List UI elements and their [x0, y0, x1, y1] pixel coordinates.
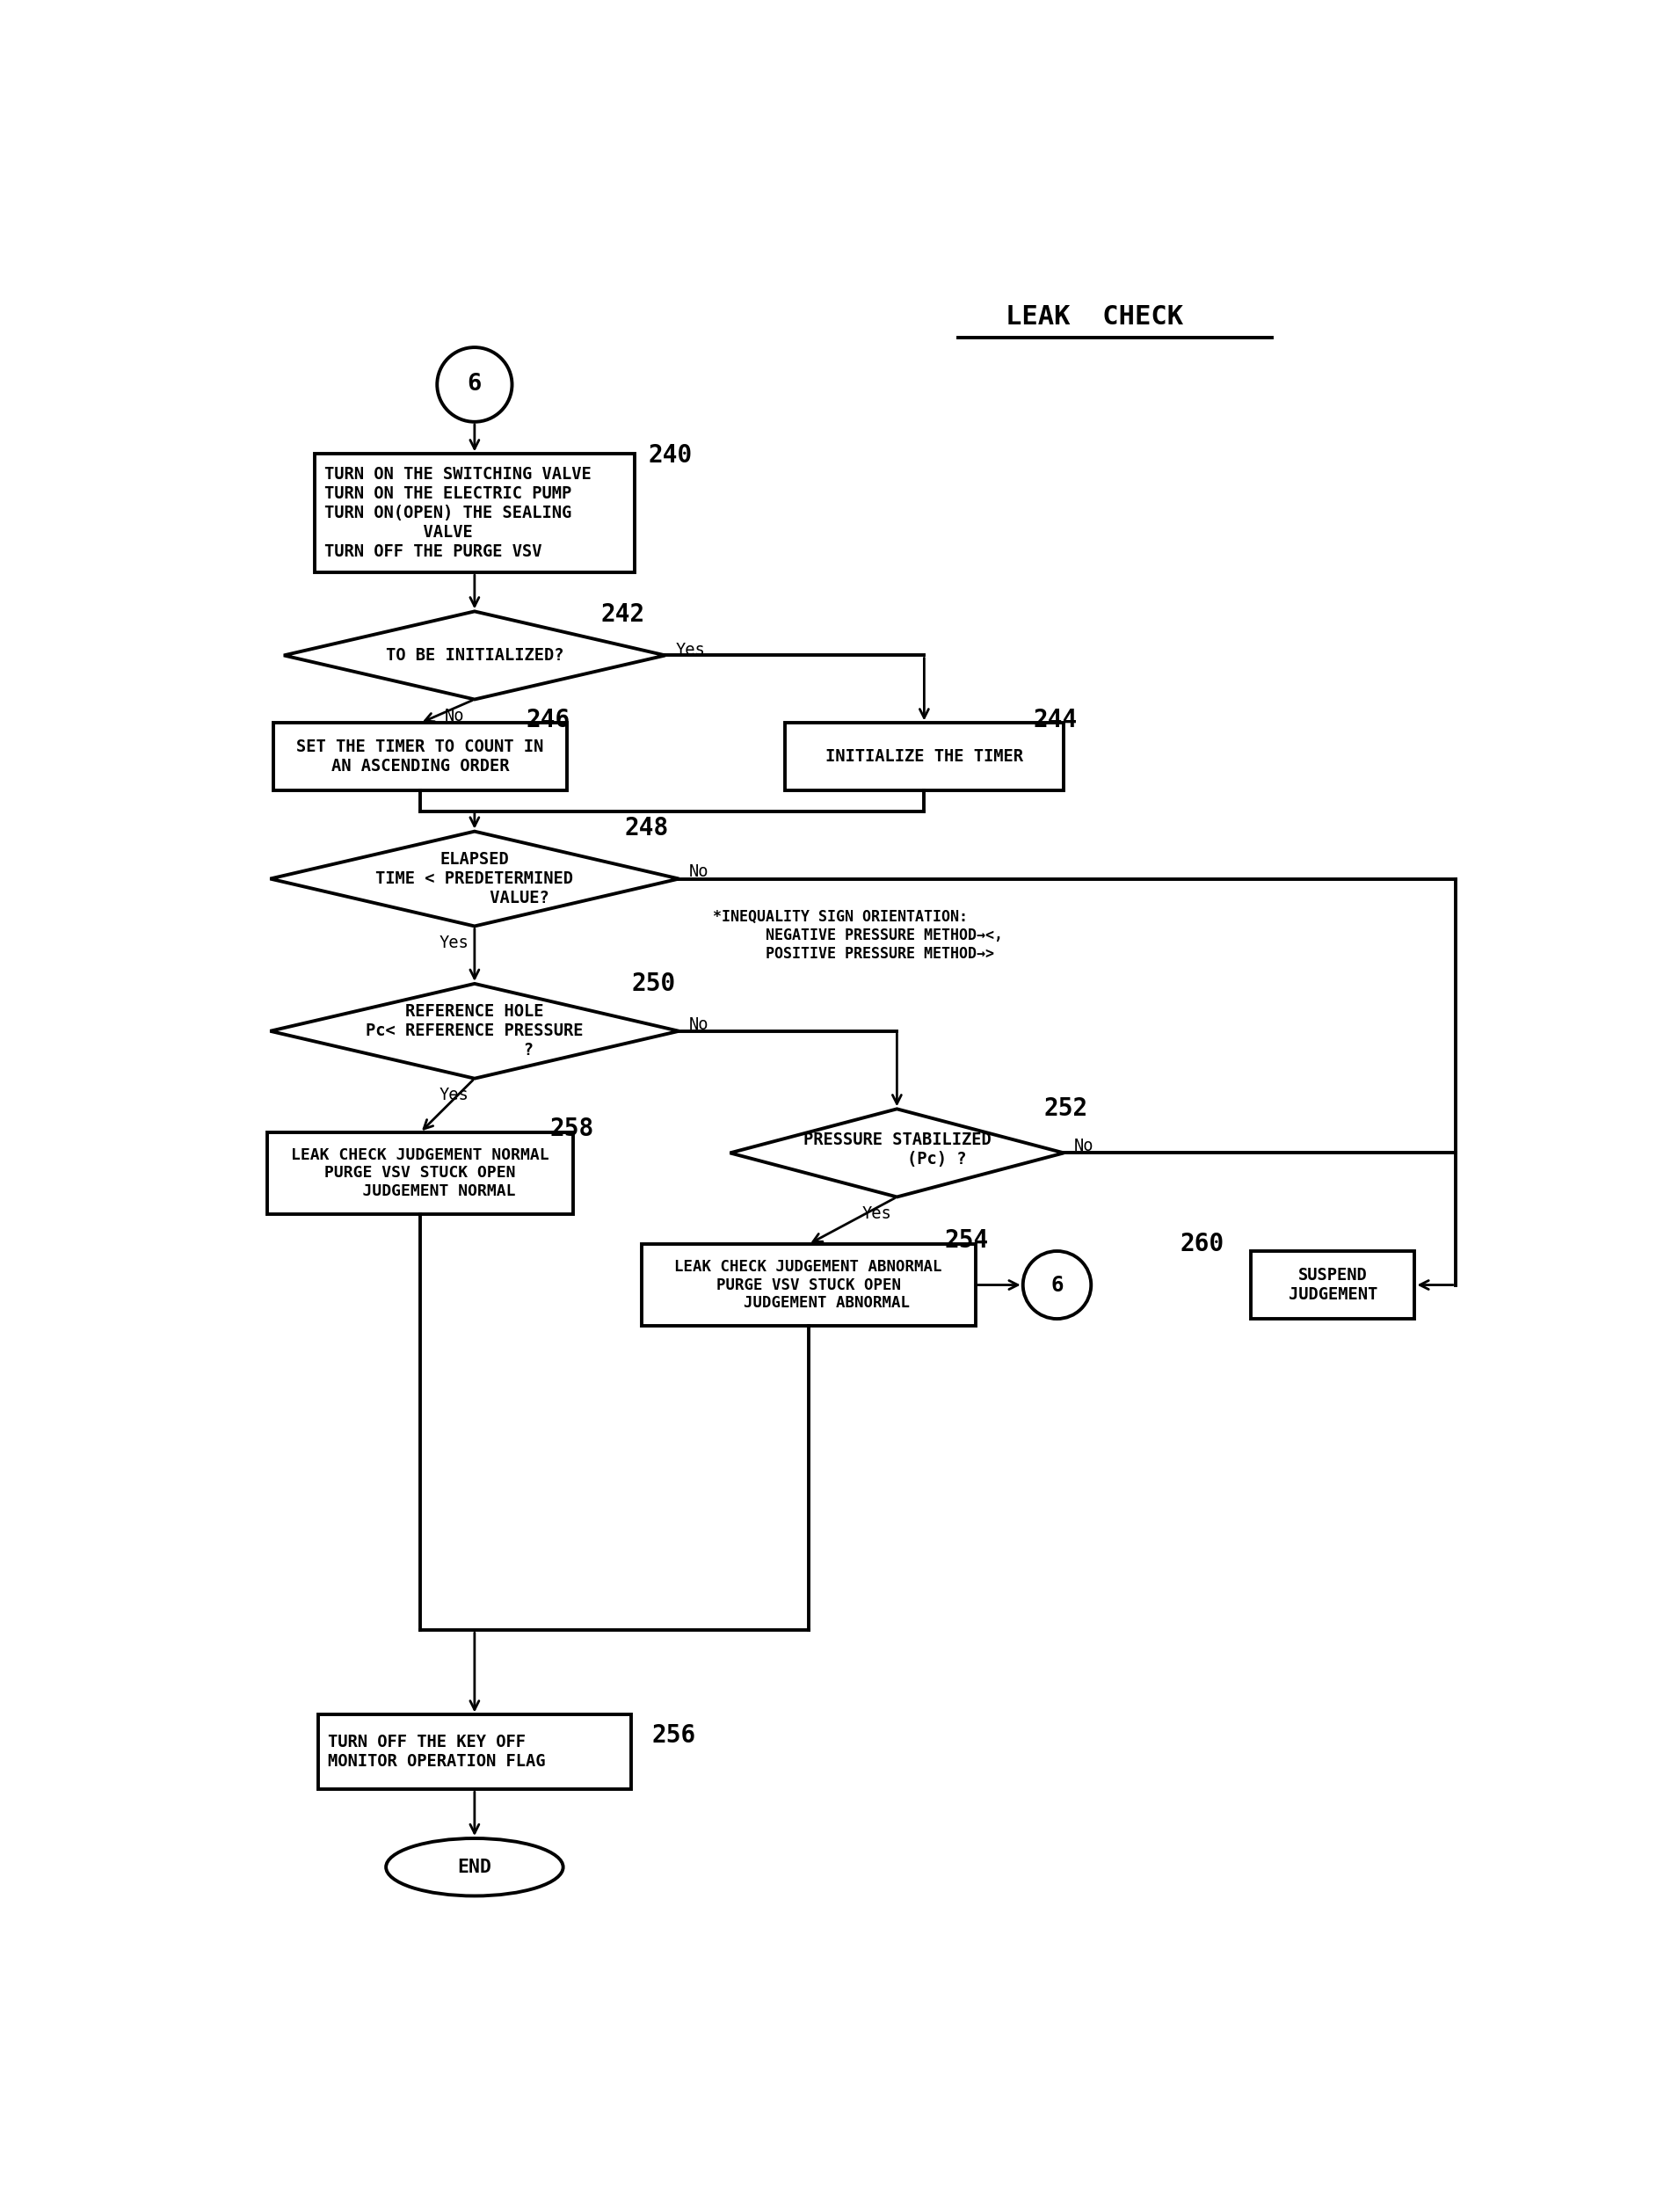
Text: PRESSURE STABILIZED
        (Pc) ?: PRESSURE STABILIZED (Pc) ? [804, 1133, 991, 1168]
Text: 260: 260 [1180, 1232, 1223, 1256]
Bar [314, 453, 635, 573]
Text: Yes: Yes [675, 641, 705, 659]
Text: INITIALIZE THE TIMER: INITIALIZE THE TIMER [825, 748, 1023, 765]
Text: Yes: Yes [862, 1206, 891, 1221]
Text: No: No [688, 863, 709, 880]
Text: 244: 244 [1033, 708, 1078, 732]
Text: 6: 6 [468, 374, 481, 396]
Text: TO BE INITIALIZED?: TO BE INITIALIZED? [386, 648, 563, 664]
Bar [784, 723, 1064, 790]
Text: 6: 6 [1051, 1274, 1063, 1296]
Text: No: No [1074, 1137, 1095, 1155]
Text: Yes: Yes [439, 1086, 470, 1104]
Text: 250: 250 [632, 971, 675, 995]
Text: 240: 240 [648, 442, 692, 469]
Text: SET THE TIMER TO COUNT IN
AN ASCENDING ORDER: SET THE TIMER TO COUNT IN AN ASCENDING O… [296, 739, 543, 774]
Text: LEAK CHECK JUDGEMENT NORMAL
PURGE VSV STUCK OPEN
    JUDGEMENT NORMAL: LEAK CHECK JUDGEMENT NORMAL PURGE VSV ST… [291, 1148, 550, 1199]
Text: No: No [444, 708, 465, 723]
Bar [1252, 1252, 1415, 1318]
Text: 258: 258 [550, 1117, 593, 1141]
Bar [274, 723, 566, 790]
Text: TURN ON THE SWITCHING VALVE
TURN ON THE ELECTRIC PUMP
TURN ON(OPEN) THE SEALING
: TURN ON THE SWITCHING VALVE TURN ON THE … [324, 467, 592, 560]
Bar [267, 1133, 573, 1214]
Text: 242: 242 [600, 602, 645, 626]
Text: 248: 248 [625, 816, 668, 841]
Text: 254: 254 [944, 1228, 989, 1254]
Text: 252: 252 [1043, 1097, 1088, 1121]
Text: *INEQUALITY SIGN ORIENTATION:
      NEGATIVE PRESSURE METHOD→<,
      POSITIVE P: *INEQUALITY SIGN ORIENTATION: NEGATIVE P… [714, 909, 1003, 962]
Text: ELAPSED
TIME < PREDETERMINED
         VALUE?: ELAPSED TIME < PREDETERMINED VALUE? [376, 852, 573, 907]
Text: LEAK  CHECK: LEAK CHECK [1006, 303, 1183, 330]
Text: TURN OFF THE KEY OFF
MONITOR OPERATION FLAG: TURN OFF THE KEY OFF MONITOR OPERATION F… [328, 1734, 546, 1770]
Text: END: END [458, 1858, 491, 1876]
Text: Yes: Yes [439, 933, 470, 951]
Text: REFERENCE HOLE
Pc< REFERENCE PRESSURE
           ?: REFERENCE HOLE Pc< REFERENCE PRESSURE ? [366, 1004, 583, 1060]
Text: No: No [688, 1015, 709, 1033]
Bar [317, 1714, 632, 1790]
Text: 246: 246 [526, 708, 570, 732]
Bar [642, 1245, 976, 1325]
Text: 256: 256 [652, 1723, 695, 1747]
Text: LEAK CHECK JUDGEMENT ABNORMAL
PURGE VSV STUCK OPEN
    JUDGEMENT ABNORMAL: LEAK CHECK JUDGEMENT ABNORMAL PURGE VSV … [675, 1259, 942, 1312]
Text: SUSPEND
JUDGEMENT: SUSPEND JUDGEMENT [1288, 1267, 1377, 1303]
